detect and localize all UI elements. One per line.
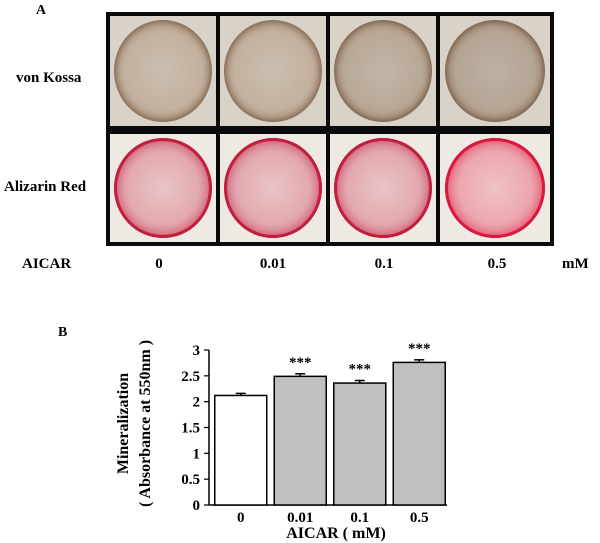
y-tick-label: 1.5: [181, 421, 200, 437]
well-kossa-0: [110, 16, 216, 126]
aicar-conc-0: 0: [155, 256, 163, 272]
x-tick-label: 0.1: [350, 510, 369, 526]
y-tick-label: 1: [193, 446, 201, 462]
significance-marker: ***: [408, 341, 431, 357]
well-image: [114, 138, 212, 238]
bar: [214, 394, 268, 506]
well-plate-grid: [106, 12, 554, 246]
well-image: [445, 20, 545, 122]
aicar-conc-2: 0.1: [374, 256, 394, 272]
well-alizarin-1: [220, 134, 326, 242]
row-label-von-kossa: von Kossa: [16, 70, 82, 86]
x-tick-label: 0.5: [410, 510, 429, 526]
panel-a-letter: A: [36, 3, 47, 18]
y-axis-label: Mineralization: [115, 373, 132, 474]
well-alizarin-3: [440, 134, 550, 242]
y-tick-label: 2: [193, 395, 201, 411]
bar: [392, 361, 446, 506]
well-image: [445, 138, 545, 238]
y-tick-label: 2.5: [181, 369, 200, 385]
aicar-unit: mM: [562, 256, 589, 272]
bar: [333, 382, 387, 506]
well-image: [334, 138, 432, 238]
well-alizarin-2: [330, 134, 436, 242]
well-kossa-3: [440, 16, 550, 126]
row-label-alizarin-red: Alizarin Red: [4, 179, 87, 195]
well-image: [224, 20, 322, 122]
well-alizarin-0: [110, 134, 216, 242]
significance-marker: ***: [349, 361, 372, 377]
aicar-label: AICAR: [22, 256, 72, 272]
well-image: [224, 138, 322, 238]
bar: [273, 375, 327, 506]
x-tick-label: 0.01: [287, 510, 313, 526]
well-image: [334, 20, 432, 122]
y-tick-label: 0: [193, 498, 201, 514]
y-axis-label-units: ( Absorbance at 550nm ): [137, 340, 154, 507]
well-kossa-2: [330, 16, 436, 126]
x-tick-label: 0: [237, 510, 245, 526]
x-axis-label: AICAR ( mM): [286, 525, 386, 542]
aicar-conc-1: 0.01: [259, 256, 287, 272]
panel-b-letter: B: [58, 325, 68, 340]
aicar-conc-3: 0.5: [487, 256, 507, 272]
y-tick-label: 3: [193, 343, 201, 359]
well-kossa-1: [220, 16, 326, 126]
well-image: [114, 20, 212, 122]
y-tick-label: 0.5: [181, 472, 200, 488]
significance-marker: ***: [289, 355, 312, 371]
